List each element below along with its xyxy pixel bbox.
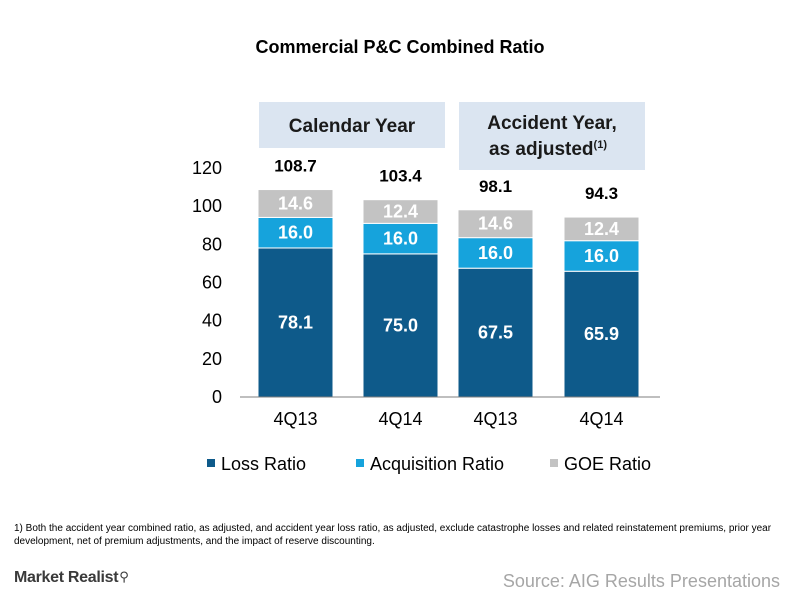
x-axis: 4Q13 4Q14 4Q13 4Q14: [273, 409, 623, 429]
bar-segment-loss-ratio: [457, 267, 534, 398]
bar-segment-acquisition-ratio: [563, 240, 640, 272]
x-tick-label: 4Q14: [378, 409, 422, 429]
x-tick-label: 4Q13: [473, 409, 517, 429]
bar-segment-goe-ratio: [457, 209, 534, 239]
bar-segment-acquisition-ratio: [257, 216, 334, 249]
bar-segment-goe-ratio: [362, 199, 439, 224]
y-tick-label: 80: [202, 234, 222, 254]
segment-value-label: 16.0: [478, 243, 513, 263]
segment-value-label: 14.6: [278, 193, 313, 213]
bar-segment-acquisition-ratio: [362, 222, 439, 255]
segment-value-label: 12.4: [584, 219, 619, 239]
legend-label: Acquisition Ratio: [370, 454, 504, 474]
brand-logo: Market Realist⚲: [14, 569, 129, 587]
legend-label: GOE Ratio: [564, 454, 651, 474]
footnote: 1) Both the accident year combined ratio…: [14, 523, 772, 547]
calendar-year-label: Calendar Year: [289, 116, 416, 137]
segment-value-label: 78.1: [278, 312, 313, 332]
calendar-year-box: [259, 102, 445, 148]
segment-value-label: 14.6: [478, 214, 513, 234]
x-tick-label: 4Q14: [579, 409, 623, 429]
legend-swatch: [550, 459, 558, 467]
segment-value-label: 16.0: [584, 246, 619, 266]
accident-year-label-line2: as adjusted(1): [489, 139, 607, 160]
legend-label: Loss Ratio: [221, 454, 306, 474]
legend: Loss Ratio Acquisition Ratio GOE Ratio: [207, 454, 651, 474]
bar-segment-loss-ratio: [563, 270, 640, 398]
segment-value-label: 16.0: [278, 223, 313, 243]
bar-total-label: 108.7: [274, 157, 317, 176]
segment-value-label: 12.4: [383, 202, 418, 222]
y-axis: 0 20 40 60 80 100 120: [192, 158, 222, 407]
combined-ratio-chart: Commercial P&C Combined Ratio Calendar Y…: [192, 37, 660, 474]
y-tick-label: 20: [202, 349, 222, 369]
chart-title: Commercial P&C Combined Ratio: [255, 37, 544, 57]
accident-year-label-line1: Accident Year,: [487, 113, 617, 134]
bar-segment-goe-ratio: [257, 189, 334, 218]
y-tick-label: 0: [212, 387, 222, 407]
legend-swatch: [356, 459, 364, 467]
source-text: Source: AIG Results Presentations: [502, 571, 780, 591]
segment-value-label: 65.9: [584, 324, 619, 344]
y-tick-label: 120: [192, 158, 222, 178]
x-tick-label: 4Q13: [273, 409, 317, 429]
segment-value-label: 75.0: [383, 315, 418, 335]
brand-name: Market Realist: [14, 569, 119, 586]
y-tick-label: 40: [202, 311, 222, 331]
y-tick-label: 60: [202, 273, 222, 293]
magnifier-icon: ⚲: [119, 569, 129, 584]
bar-total-label: 98.1: [479, 177, 512, 196]
bars-layer: 78.1 16.0 14.6 108.7 75.0 16.0 12.4 103.4 67.5 16…: [257, 157, 640, 398]
bar-total-label: 103.4: [379, 167, 422, 186]
segment-value-label: 16.0: [383, 229, 418, 249]
accident-year-box: [459, 102, 645, 170]
bar-total-label: 94.3: [585, 184, 618, 203]
y-tick-label: 100: [192, 196, 222, 216]
bar-segment-goe-ratio: [563, 216, 640, 242]
legend-swatch: [207, 459, 215, 467]
segment-value-label: 67.5: [478, 323, 513, 343]
